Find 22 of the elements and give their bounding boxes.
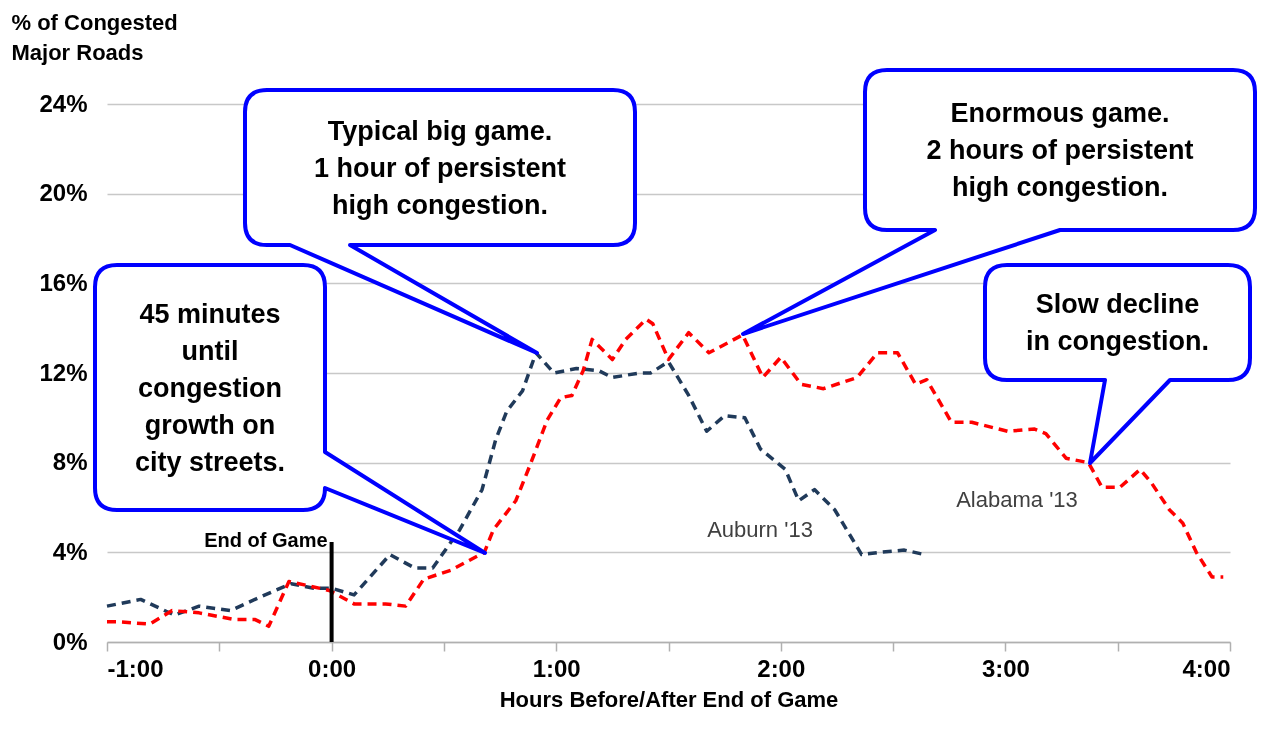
y-axis-title: % of Congested Major Roads: [11, 9, 178, 65]
ref-line-label: End of Game: [204, 529, 328, 551]
y-tick-label: 16%: [39, 268, 88, 296]
annotation: Typical big game. 1 hour of persistent high congestion.: [313, 115, 567, 220]
x-tick-label: 4:00: [1182, 654, 1231, 682]
y-tick-label: 20%: [39, 179, 88, 207]
annotation: Enormous game. 2 hours of persistent high congestion.: [926, 98, 1194, 202]
x-tick-label: 0:00: [308, 654, 357, 682]
annotation: Slow decline in congestion.: [1025, 289, 1210, 356]
y-tick-label: 24%: [39, 89, 88, 117]
x-tick-label: -1:00: [107, 654, 164, 682]
y-tick-label: 4%: [52, 537, 88, 565]
x-tick-label: 3:00: [981, 654, 1030, 682]
y-tick-label: 8%: [52, 448, 88, 476]
series-label: Alabama '13: [956, 487, 1078, 512]
x-axis-title: Hours Before/After End of Game: [499, 686, 839, 712]
y-tick-label: 12%: [39, 358, 88, 386]
x-tick-label: 1:00: [532, 654, 581, 682]
x-tick-label: 2:00: [757, 654, 806, 682]
annotation: 45 minutes until congestion growth on city streets.: [134, 298, 286, 477]
series-label: Auburn '13: [707, 517, 813, 542]
y-tick-label: 0%: [52, 627, 88, 655]
